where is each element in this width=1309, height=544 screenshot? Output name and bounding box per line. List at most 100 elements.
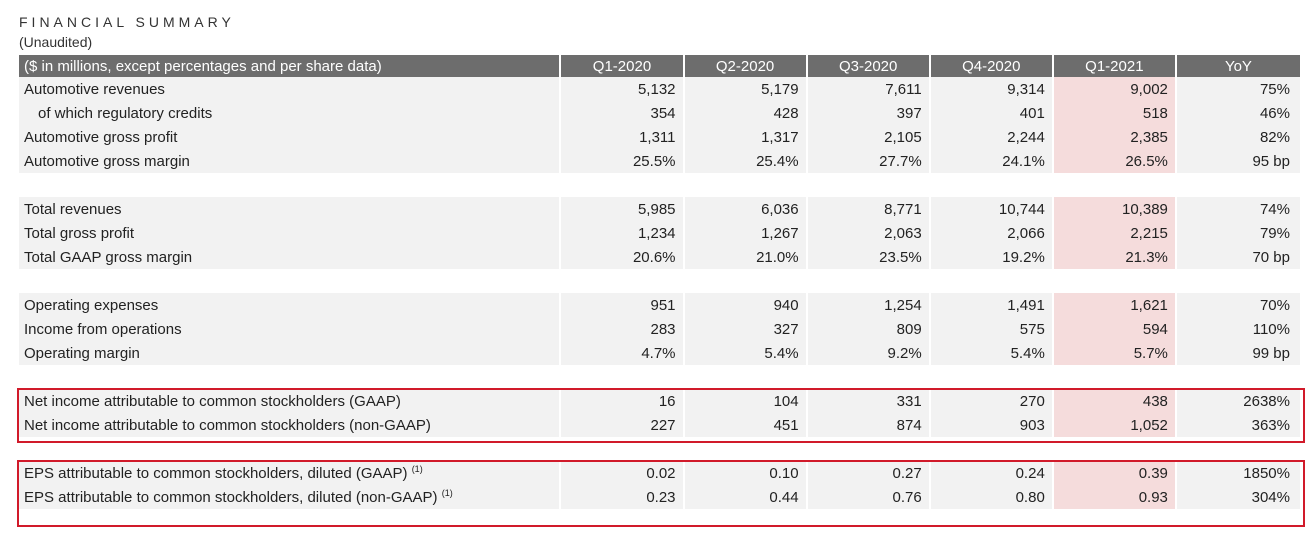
yoy-cell: 2638% [1175,389,1300,413]
value-cell: 327 [683,317,808,341]
row-label: Operating expenses [19,293,562,317]
value-cell: 6,036 [683,197,808,221]
table-row: Operating margin 4.7% 5.4% 9.2% 5.4% 5.7% 99 b… [19,341,1300,365]
report-title: FINANCIAL SUMMARY [19,14,235,30]
row-label: Automotive gross profit [19,125,562,149]
highlighted-value-cell: 594 [1052,317,1177,341]
row-label: Operating margin [19,341,562,365]
row-label-text: Total GAAP gross margin [24,248,193,266]
value-cell: 2,244 [929,125,1054,149]
table-body: Automotive revenues 5,132 5,179 7,611 9,314 9… [19,77,1300,509]
value-cell: 0.80 [929,485,1054,509]
value-cell: 20.6% [560,245,685,269]
value-cell: 428 [683,101,808,125]
spacer-cell [560,173,685,197]
value-cell: 27.7% [806,149,931,173]
table-row: of which regulatory credits 354 428 397 401 5… [19,101,1300,125]
row-label: Net income attributable to common stockh… [19,413,562,437]
value-cell: 401 [929,101,1054,125]
yoy-cell: 1850% [1175,461,1300,485]
row-label-text: of which regulatory credits [38,104,213,122]
yoy-cell: 363% [1175,413,1300,437]
highlighted-value-cell: 1,052 [1052,413,1177,437]
column-header: Q2-2020 [683,55,808,77]
value-cell: 874 [806,413,931,437]
spacer-cell [1052,365,1177,389]
value-cell: 1,254 [806,293,931,317]
table-row: Total revenues 5,985 6,036 8,771 10,744 10,38… [19,197,1300,221]
table-row: EPS attributable to common stockholders,… [19,485,1300,509]
table-row: Net income attributable to common stockh… [19,389,1300,413]
value-cell: 104 [683,389,808,413]
value-cell: 270 [929,389,1054,413]
row-label: Income from operations [19,317,562,341]
financial-summary-table: ($ in millions, except percentages and p… [19,55,1300,509]
yoy-cell: 110% [1175,317,1300,341]
value-cell: 1,491 [929,293,1054,317]
value-cell: 16 [560,389,685,413]
value-cell: 7,611 [806,77,931,101]
row-label-text: Operating expenses [24,296,159,314]
value-cell: 4.7% [560,341,685,365]
value-cell: 19.2% [929,245,1054,269]
highlighted-value-cell: 21.3% [1052,245,1177,269]
yoy-cell: 304% [1175,485,1300,509]
value-cell: 227 [560,413,685,437]
row-label: EPS attributable to common stockholders,… [19,485,562,509]
highlighted-value-cell: 518 [1052,101,1177,125]
spacer-cell [1052,269,1177,293]
value-cell: 0.44 [683,485,808,509]
value-cell: 5.4% [929,341,1054,365]
value-cell: 397 [806,101,931,125]
table-header-row: ($ in millions, except percentages and p… [19,55,1300,77]
value-cell: 1,311 [560,125,685,149]
value-cell: 0.76 [806,485,931,509]
spacer-cell [19,269,562,293]
row-label: Total GAAP gross margin [19,245,562,269]
row-label-text: Automotive gross margin [24,152,190,170]
yoy-cell: 70% [1175,293,1300,317]
value-cell: 0.02 [560,461,685,485]
column-header: Q1-2020 [560,55,685,77]
value-cell: 24.1% [929,149,1054,173]
table-row: Automotive gross profit 1,311 1,317 2,105 2,… [19,125,1300,149]
spacer-cell [929,365,1054,389]
row-label-text: Operating margin [24,344,140,362]
value-cell: 2,105 [806,125,931,149]
value-cell: 5,985 [560,197,685,221]
row-label-text: Total revenues [24,200,122,218]
value-cell: 1,234 [560,221,685,245]
value-cell: 283 [560,317,685,341]
row-label: Net income attributable to common stockh… [19,389,562,413]
spacer-cell [1052,173,1177,197]
table-row: Automotive gross margin 25.5% 25.4% 27.7% 24… [19,149,1300,173]
value-cell: 2,066 [929,221,1054,245]
spacer-cell [929,173,1054,197]
highlighted-value-cell: 0.93 [1052,485,1177,509]
spacer-cell [929,269,1054,293]
highlighted-value-cell: 0.39 [1052,461,1177,485]
highlighted-value-cell: 1,621 [1052,293,1177,317]
value-cell: 809 [806,317,931,341]
value-cell: 940 [683,293,808,317]
value-cell: 0.10 [683,461,808,485]
value-cell: 575 [929,317,1054,341]
yoy-cell: 75% [1175,77,1300,101]
row-label-text: Net income attributable to common stockh… [24,416,431,434]
value-cell: 0.27 [806,461,931,485]
group-spacer [19,173,1300,197]
table-row: Operating expenses 951 940 1,254 1,491 1,621 7… [19,293,1300,317]
footnote-marker: (1) [441,488,453,498]
spacer-cell [683,173,808,197]
spacer-cell [560,269,685,293]
row-label-text: Net income attributable to common stockh… [24,392,401,410]
spacer-cell [806,365,931,389]
value-cell: 8,771 [806,197,931,221]
value-cell: 1,317 [683,125,808,149]
value-cell: 0.23 [560,485,685,509]
row-label: Total revenues [19,197,562,221]
row-label-text: Automotive revenues [24,80,165,98]
table-row: Net income attributable to common stockh… [19,413,1300,437]
spacer-cell [1175,269,1300,293]
value-cell: 951 [560,293,685,317]
